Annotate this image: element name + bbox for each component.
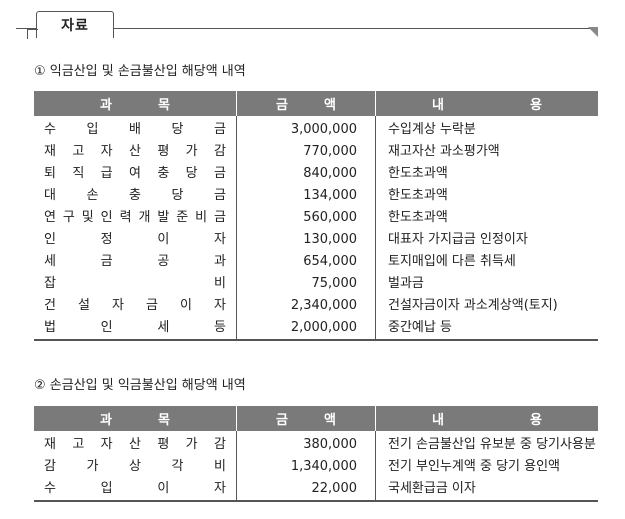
cell-description: 건설자금이자 과소계상액(토지)	[375, 295, 598, 317]
cell-description: 국세환급금 이자	[375, 478, 598, 501]
cell-amount: 130,000	[236, 229, 376, 251]
table-row: 재 고 자 산 평 가 감 380,000 전기 손금불산입 유보분 중 당기사용분	[34, 431, 598, 456]
table-row: 감 가 상 각 비 1,340,000 전기 부인누계액 중 당기 용인액	[34, 456, 598, 478]
cell-amount: 2,340,000	[236, 295, 376, 317]
header-tab-label: 자료	[61, 18, 89, 34]
cell-description: 전기 손금불산입 유보분 중 당기사용분	[375, 431, 598, 456]
cell-description: 재고자산 과소평가액	[375, 141, 598, 163]
header-rule	[16, 28, 598, 29]
cell-description: 대표자 가지급금 인정이자	[375, 229, 598, 251]
cell-description: 한도초과액	[375, 207, 598, 229]
header-tab: 자료	[27, 11, 114, 39]
table-row: 대 손 충 당 금 134,000 한도초과액	[34, 185, 598, 207]
table-row: 인 정 이 자 130,000 대표자 가지급금 인정이자	[34, 229, 598, 251]
cell-amount: 380,000	[236, 431, 376, 456]
cell-amount: 2,000,000	[236, 317, 376, 340]
cell-amount: 3,000,000	[236, 116, 376, 141]
cell-amount: 770,000	[236, 141, 376, 163]
header-corner-mark	[588, 27, 598, 37]
cell-amount: 75,000	[236, 273, 376, 295]
header-tab-notch	[27, 29, 38, 39]
cell-description: 벌과금	[375, 273, 598, 295]
cell-amount: 134,000	[236, 185, 376, 207]
cell-description: 중간예납 등	[375, 317, 598, 340]
cell-amount: 1,340,000	[236, 456, 376, 478]
table-row: 재 고 자 산 평 가 감 770,000 재고자산 과소평가액	[34, 141, 598, 163]
section-1-title: ① 익금산입 및 손금불산입 해당액 내역	[34, 64, 246, 79]
cell-description: 수입계상 누락분	[375, 116, 598, 141]
table-row: 퇴 직 급 여 충 당 금 840,000 한도초과액	[34, 163, 598, 185]
table-row: 수 입 이 자 22,000 국세환급금 이자	[34, 478, 598, 501]
table-row: 세 금 공 과 654,000 토지매입에 다른 취득세	[34, 251, 598, 273]
cell-description: 한도초과액	[375, 163, 598, 185]
cell-amount: 840,000	[236, 163, 376, 185]
table-row: 잡 비 75,000 벌과금	[34, 273, 598, 295]
table-row: 법 인 세 등 2,000,000 중간예납 등	[34, 317, 598, 340]
cell-description: 전기 부인누계액 중 당기 용인액	[375, 456, 598, 478]
cell-description: 한도초과액	[375, 185, 598, 207]
cell-amount: 654,000	[236, 251, 376, 273]
cell-amount: 22,000	[236, 478, 376, 501]
table-row: 연 구 및 인 력 개 발 준 비 금 560,000 한도초과액	[34, 207, 598, 229]
cell-amount: 560,000	[236, 207, 376, 229]
table-row: 수 입 배 당 금 3,000,000 수입계상 누락분	[34, 116, 598, 141]
table-row: 건 설 자 금 이 자 2,340,000 건설자금이자 과소계상액(토지)	[34, 295, 598, 317]
cell-description: 토지매입에 다른 취득세	[375, 251, 598, 273]
section-2-title: ② 손금산입 및 익금불산입 해당액 내역	[34, 378, 246, 393]
